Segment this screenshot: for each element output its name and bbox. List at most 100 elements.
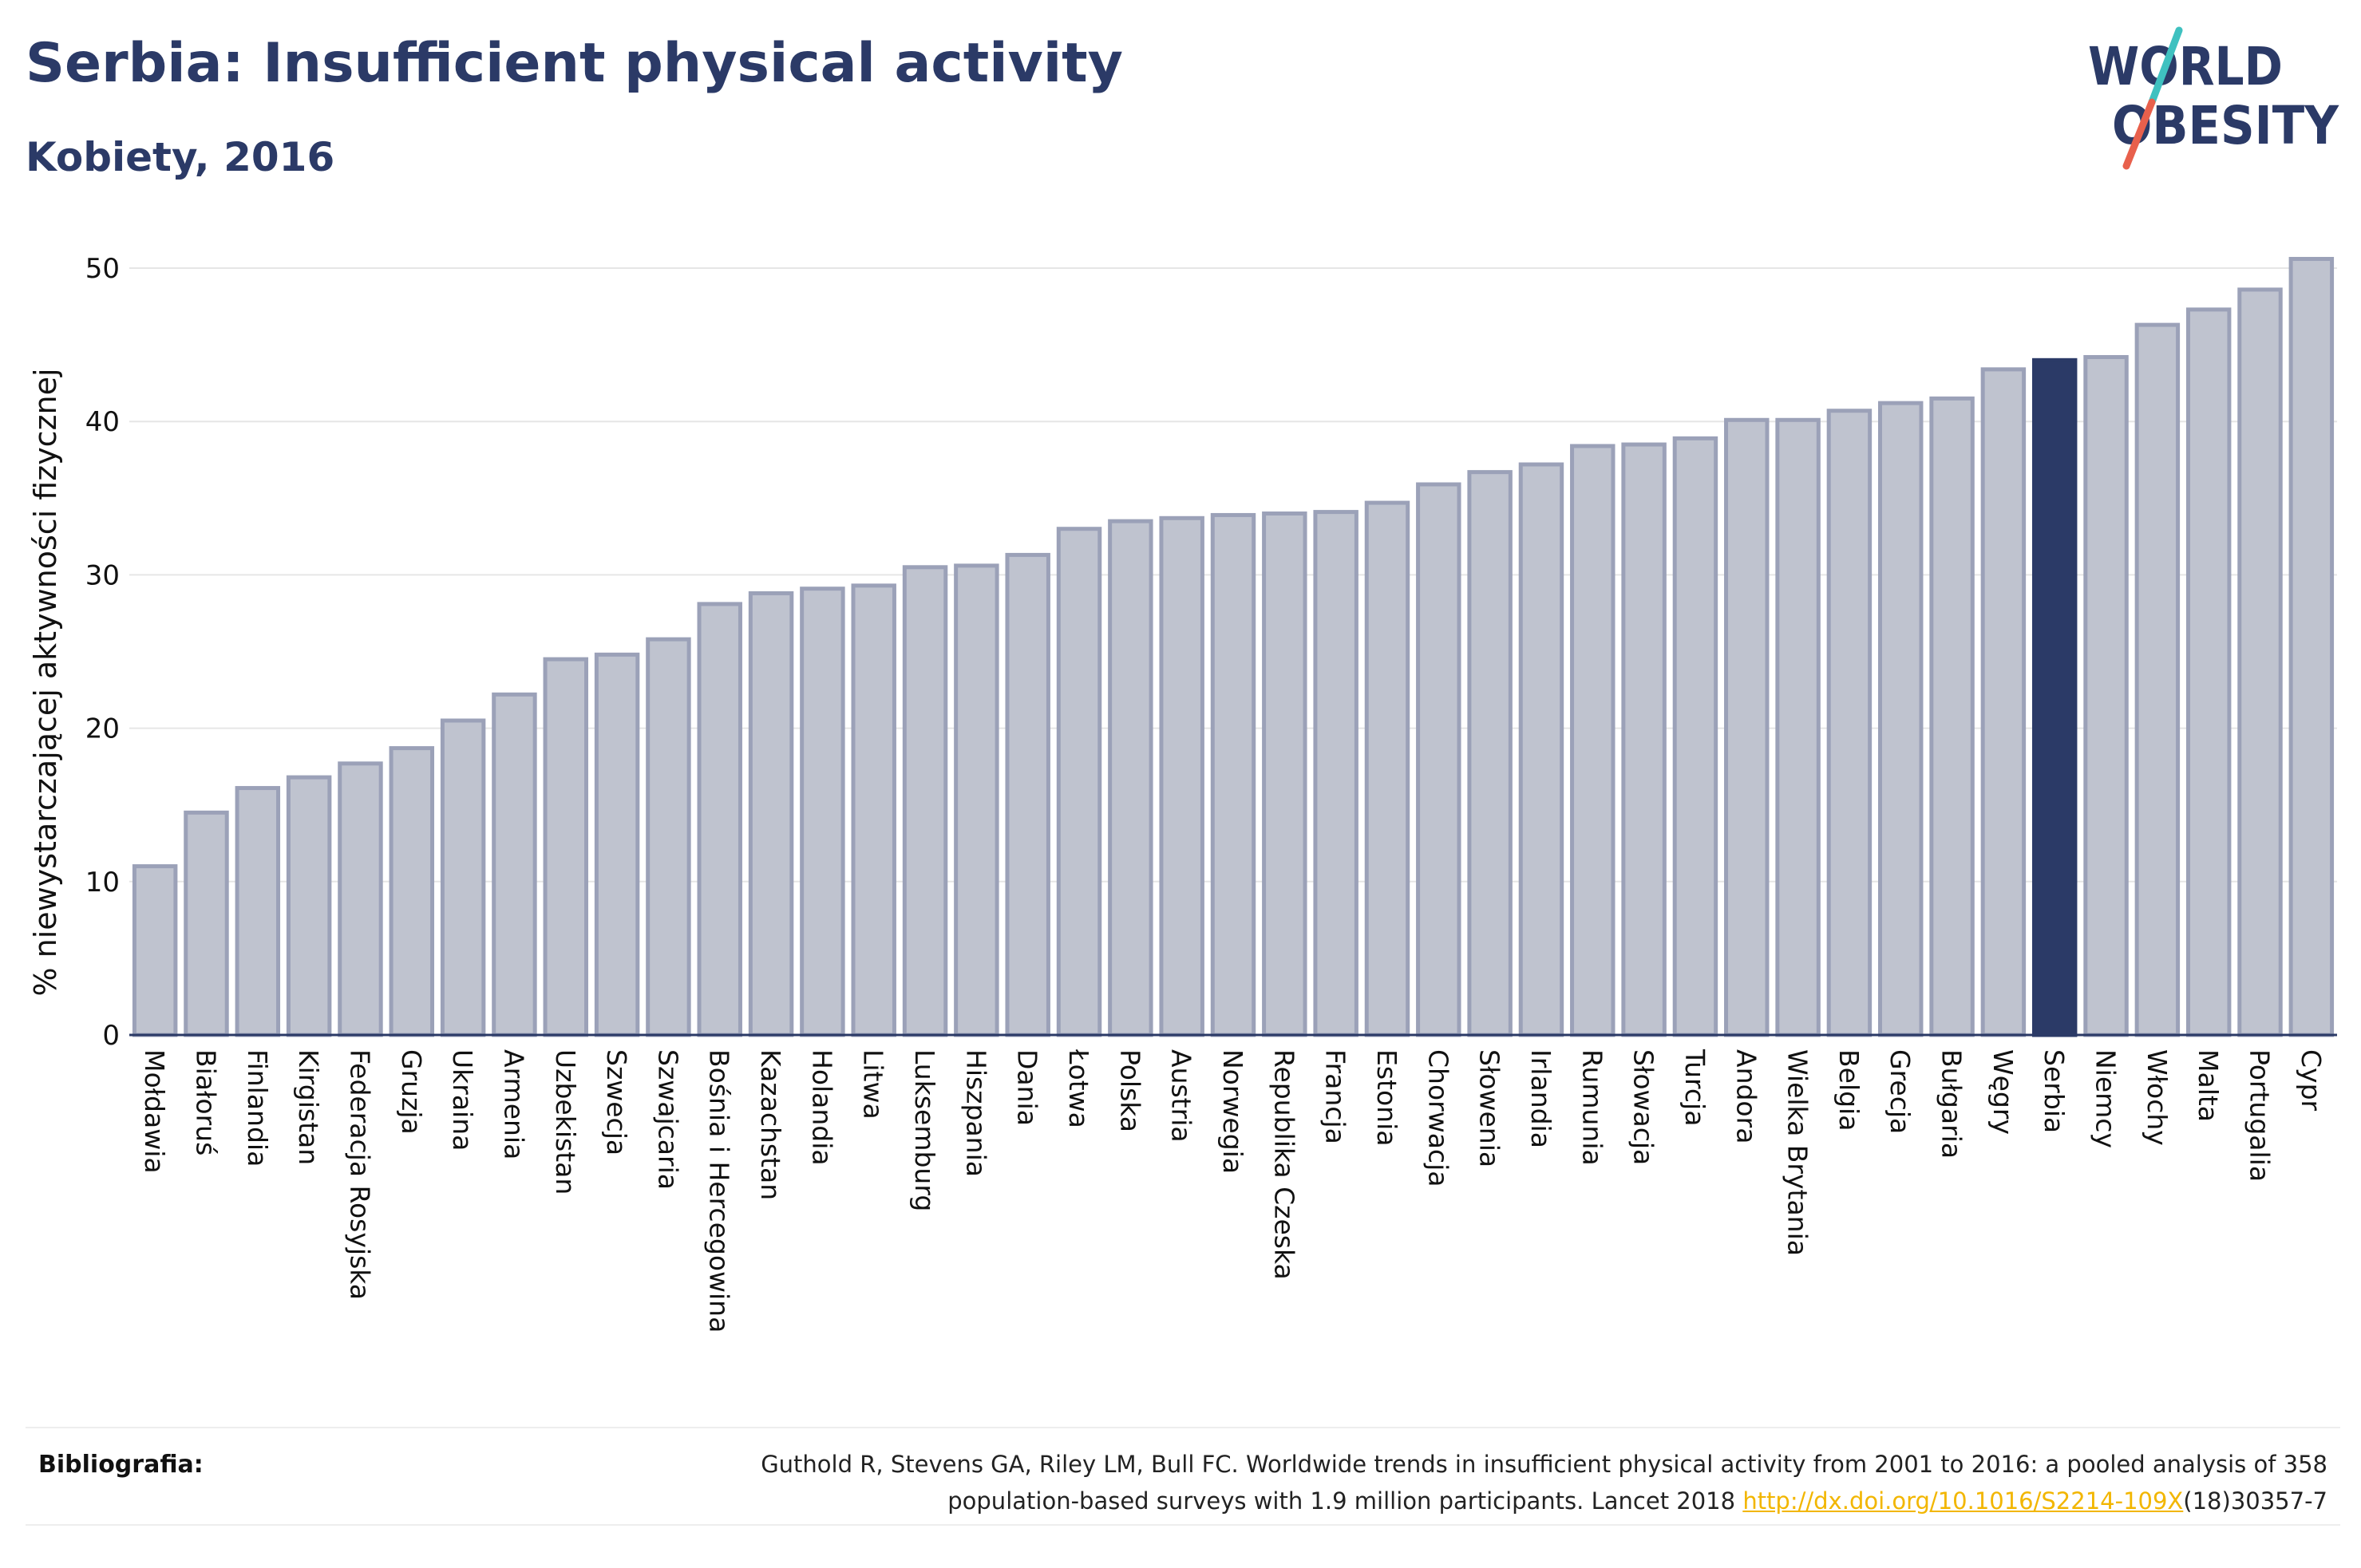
x-category-label: Słowacja xyxy=(1628,1049,1659,1165)
bar xyxy=(2237,287,2283,1037)
bar xyxy=(697,602,742,1037)
x-category-label: Serbia xyxy=(2039,1049,2070,1133)
bar xyxy=(389,746,435,1037)
page-subtitle: Kobiety, 2016 xyxy=(26,134,335,180)
bibliography-label: Bibliografia: xyxy=(38,1451,204,1479)
bar xyxy=(594,652,640,1037)
x-category-label: Ukraina xyxy=(447,1049,478,1151)
x-category-label: Republika Czeska xyxy=(1268,1049,1299,1280)
bar xyxy=(1878,401,1924,1037)
bar xyxy=(132,864,178,1037)
x-category-label: Szwecja xyxy=(601,1049,632,1155)
bar xyxy=(1210,512,1256,1037)
x-category-label: Holandia xyxy=(806,1049,837,1166)
x-category-label: Dania xyxy=(1012,1049,1043,1126)
bar xyxy=(1056,527,1102,1037)
x-category-label: Niemcy xyxy=(2090,1049,2122,1148)
bar-chart: 0 10 20 30 40 50 Mołdawia Białoruś Finlandia Kir… xyxy=(28,253,2337,1333)
y-tick-label: 0 xyxy=(102,1020,120,1052)
x-category-label: Uzbekistan xyxy=(550,1049,581,1195)
x-category-label: Białoruś xyxy=(190,1049,221,1155)
x-category-label: Estonia xyxy=(1371,1049,1402,1146)
bar xyxy=(1826,409,1873,1037)
x-category-label: Luksemburg xyxy=(909,1049,940,1211)
x-category-label: Austria xyxy=(1166,1049,1197,1143)
bar xyxy=(1621,442,1667,1037)
x-category-label: Gruzja xyxy=(396,1049,427,1135)
y-tick-label: 20 xyxy=(85,713,120,745)
bar xyxy=(954,563,999,1037)
bar xyxy=(2134,322,2181,1037)
x-category-label: Grecja xyxy=(1884,1049,1916,1134)
y-axis-title: % niewystarczającej aktywności fizycznej xyxy=(28,368,63,996)
x-category-label: Cypr xyxy=(2296,1049,2327,1112)
bars xyxy=(132,256,2335,1037)
bar xyxy=(543,657,588,1037)
bibliography-line2-suffix: (18)30357-7 xyxy=(2183,1487,2327,1515)
x-category-label: Bułgaria xyxy=(1936,1049,1968,1159)
bar xyxy=(235,786,281,1037)
x-axis-labels: Mołdawia Białoruś Finlandia Kirgistan Federa… xyxy=(139,1049,2327,1333)
bar xyxy=(1518,462,1564,1037)
bar xyxy=(2083,354,2129,1037)
x-category-label: Irlandia xyxy=(1525,1049,1556,1148)
bar xyxy=(1416,482,1461,1037)
bar xyxy=(1005,552,1050,1037)
x-category-label: Polska xyxy=(1114,1049,1145,1132)
bar xyxy=(1364,500,1410,1037)
bar xyxy=(646,637,691,1037)
x-category-label: Belgia xyxy=(1833,1049,1865,1131)
y-tick-label: 40 xyxy=(85,406,120,438)
x-category-label: Andora xyxy=(1730,1049,1762,1143)
x-category-label: Malta xyxy=(2193,1049,2224,1122)
bar xyxy=(748,590,794,1037)
bar xyxy=(1108,519,1153,1037)
bar xyxy=(1570,444,1616,1037)
x-category-label: Bośnia i Hercegowina xyxy=(704,1049,735,1333)
x-category-label: Kirgistan xyxy=(293,1049,324,1165)
bar xyxy=(2185,307,2232,1037)
svg-text:WORLD: WORLD xyxy=(2088,36,2283,97)
x-category-label: Hiszpania xyxy=(960,1049,991,1177)
bibliography-text: Guthold R, Stevens GA, Riley LM, Bull FC… xyxy=(412,1446,2327,1519)
bibliography-line2-prefix: population-based surveys with 1.9 millio… xyxy=(947,1487,1743,1515)
x-category-label: Finlandia xyxy=(242,1049,273,1167)
x-category-label: Szwajcaria xyxy=(652,1049,683,1190)
x-category-label: Francja xyxy=(1320,1049,1351,1144)
x-category-label: Armenia xyxy=(498,1049,529,1159)
x-category-label: Węgry xyxy=(1987,1049,2019,1135)
footer-divider-top xyxy=(26,1427,2340,1428)
bar xyxy=(440,718,486,1037)
bar xyxy=(1929,396,1975,1037)
bar xyxy=(1775,417,1821,1037)
x-category-label: Rumunia xyxy=(1576,1049,1608,1166)
bar xyxy=(286,775,332,1037)
x-category-label: Łotwa xyxy=(1063,1049,1094,1128)
bar xyxy=(1467,470,1513,1037)
bar xyxy=(492,692,537,1037)
bar-highlight xyxy=(2031,357,2078,1037)
bar xyxy=(851,583,896,1037)
x-category-label: Słowenia xyxy=(1474,1049,1505,1167)
x-category-label: Włochy xyxy=(2142,1049,2173,1146)
bar xyxy=(800,587,845,1037)
y-tick-label: 30 xyxy=(85,559,120,591)
page-title: Serbia: Insufficient physical activity xyxy=(26,32,1123,95)
x-category-label: Portugalia xyxy=(2244,1049,2276,1182)
y-tick-label: 50 xyxy=(85,253,120,285)
doi-link[interactable]: http://dx.doi.org/10.1016/S2214-109X xyxy=(1742,1487,2184,1515)
bar xyxy=(1724,417,1770,1037)
y-tick-label: 10 xyxy=(85,867,120,899)
bar xyxy=(1672,436,1718,1037)
bar xyxy=(184,810,229,1037)
x-category-label: Norwegia xyxy=(1217,1049,1248,1174)
bar xyxy=(902,565,948,1037)
world-obesity-logo: WORLD OBESITY xyxy=(2088,26,2339,170)
y-axis-ticks: 0 10 20 30 40 50 xyxy=(85,253,120,1052)
bar xyxy=(1159,515,1204,1037)
x-category-label: Litwa xyxy=(858,1049,889,1120)
bar xyxy=(1262,511,1307,1037)
x-category-label: Wielka Brytania xyxy=(1782,1049,1813,1256)
x-category-label: Chorwacja xyxy=(1422,1049,1453,1187)
bar xyxy=(1980,367,2027,1037)
